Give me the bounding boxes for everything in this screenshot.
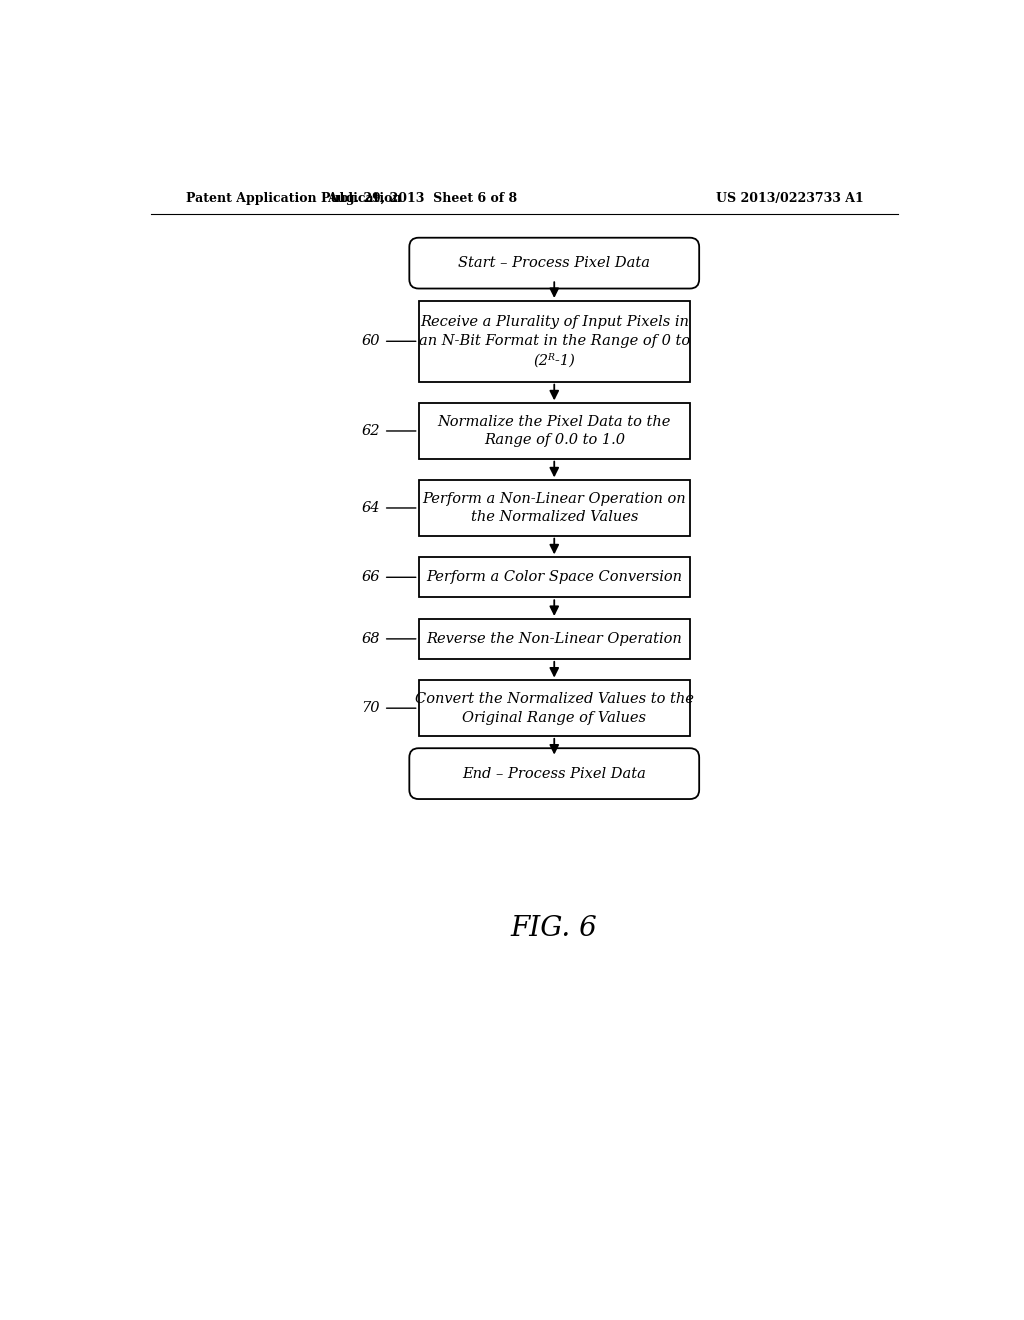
Text: Aug. 29, 2013  Sheet 6 of 8: Aug. 29, 2013 Sheet 6 of 8 [328,191,517,205]
Text: 64: 64 [361,502,380,515]
Text: Receive a Plurality of Input Pixels in
an N-Bit Format in the Range of 0 to
(2ᴿ-: Receive a Plurality of Input Pixels in a… [419,315,690,367]
Text: Perform a Color Space Conversion: Perform a Color Space Conversion [426,570,682,585]
Text: US 2013/0223733 A1: US 2013/0223733 A1 [717,191,864,205]
Text: Normalize the Pixel Data to the
Range of 0.0 to 1.0: Normalize the Pixel Data to the Range of… [437,414,671,447]
Text: 70: 70 [361,701,380,715]
Bar [419,557,690,597]
Text: 62: 62 [361,424,380,438]
Text: Perform a Non-Linear Operation on
the Normalized Values: Perform a Non-Linear Operation on the No… [423,491,686,524]
Bar [419,404,690,459]
Text: Start – Process Pixel Data: Start – Process Pixel Data [459,256,650,271]
Bar [419,681,690,737]
Text: 68: 68 [361,632,380,645]
Text: Convert the Normalized Values to the
Original Range of Values: Convert the Normalized Values to the Ori… [415,692,693,725]
Bar [419,619,690,659]
Bar [419,480,690,536]
Text: Reverse the Non-Linear Operation: Reverse the Non-Linear Operation [426,632,682,645]
FancyBboxPatch shape [410,748,699,799]
Text: End – Process Pixel Data: End – Process Pixel Data [462,767,646,780]
FancyBboxPatch shape [410,238,699,289]
Text: 66: 66 [361,570,380,585]
Text: 60: 60 [361,334,380,348]
Text: FIG. 6: FIG. 6 [511,915,598,942]
Bar [419,301,690,381]
Text: Patent Application Publication: Patent Application Publication [186,191,401,205]
